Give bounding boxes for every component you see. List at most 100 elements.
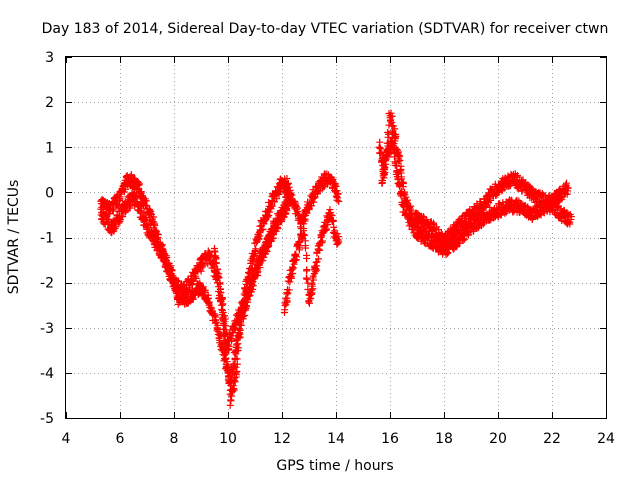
data-point — [321, 175, 329, 183]
data-point — [318, 237, 326, 245]
data-point — [434, 226, 442, 234]
x-axis-label: GPS time / hours — [276, 458, 393, 474]
x-tick-label: 16 — [381, 431, 399, 447]
data-point — [503, 208, 511, 216]
data-point — [395, 157, 403, 165]
data-point — [305, 297, 313, 305]
data-point — [564, 184, 572, 192]
series-3 — [210, 199, 291, 354]
data-point — [228, 370, 236, 378]
data-point — [285, 286, 293, 294]
y-tick-label: -1 — [40, 231, 54, 247]
data-point — [215, 273, 223, 281]
x-tick-label: 8 — [170, 431, 179, 447]
data-point — [225, 343, 233, 351]
data-point — [233, 318, 241, 326]
data-point — [197, 267, 205, 275]
x-tick-label: 12 — [273, 431, 291, 447]
data-point — [567, 215, 575, 223]
data-point — [167, 270, 175, 278]
data-point — [396, 156, 404, 164]
data-point — [265, 238, 272, 246]
data-point — [175, 277, 183, 285]
data-point — [201, 289, 209, 297]
data-point — [313, 184, 321, 192]
series-4 — [281, 170, 343, 233]
data-point — [435, 238, 443, 246]
data-point — [394, 175, 402, 183]
data-points — [97, 109, 575, 409]
data-point — [456, 220, 464, 228]
data-point — [145, 222, 153, 230]
data-point — [234, 340, 242, 348]
data-point — [283, 297, 291, 305]
data-point — [505, 202, 513, 210]
data-point — [221, 355, 229, 363]
data-point — [406, 203, 414, 211]
data-point — [494, 206, 502, 214]
x-tick-label: 14 — [327, 431, 345, 447]
data-point — [302, 244, 310, 252]
data-point — [217, 332, 225, 339]
data-point — [224, 342, 232, 350]
data-point — [479, 220, 487, 228]
data-point — [313, 258, 321, 266]
y-tick-labels: -5 -4 -3 -2 -1 0 1 2 3 — [40, 50, 54, 427]
x-tick-label: 20 — [489, 431, 507, 447]
data-point — [105, 206, 113, 214]
data-point — [421, 227, 429, 235]
data-point — [429, 224, 437, 232]
chart-title: Day 183 of 2014, Sidereal Day-to-day VTE… — [42, 21, 609, 37]
x-tick-labels: 4 6 8 10 12 14 16 18 20 22 24 — [62, 431, 615, 447]
data-point — [332, 234, 340, 241]
data-point — [148, 234, 156, 241]
data-point — [108, 224, 116, 232]
data-point — [213, 324, 221, 332]
data-point — [329, 179, 337, 187]
data-point — [526, 211, 534, 219]
data-point — [378, 179, 386, 187]
data-point — [289, 264, 297, 272]
data-point — [289, 263, 297, 271]
data-point — [293, 253, 301, 261]
data-point — [310, 270, 318, 278]
data-point — [383, 148, 391, 156]
data-point — [262, 211, 270, 219]
data-point — [303, 254, 311, 262]
data-point — [172, 288, 180, 296]
data-point — [429, 238, 437, 246]
data-point — [230, 386, 238, 394]
data-point — [391, 149, 399, 157]
data-point — [217, 289, 225, 297]
data-point — [400, 202, 407, 210]
data-point — [141, 195, 149, 203]
series-5 — [280, 206, 343, 317]
data-point — [375, 143, 383, 151]
data-point — [245, 289, 253, 297]
data-point — [205, 301, 213, 309]
data-point — [451, 238, 459, 246]
data-point — [100, 220, 108, 228]
data-point — [148, 228, 156, 236]
data-point — [532, 193, 540, 201]
data-point — [333, 196, 341, 204]
data-point — [238, 306, 245, 314]
data-point — [286, 274, 294, 282]
data-point — [310, 194, 318, 202]
data-point — [246, 283, 254, 291]
data-point — [186, 292, 194, 300]
data-point — [489, 188, 497, 196]
data-point — [319, 229, 326, 237]
series-7 — [378, 134, 575, 259]
data-point — [461, 235, 469, 243]
data-point — [268, 202, 276, 210]
y-axis-label: SDTVAR / TECUs — [6, 180, 22, 295]
data-point — [205, 252, 213, 260]
data-point — [334, 190, 342, 198]
data-point — [109, 207, 117, 215]
data-point — [127, 201, 135, 209]
y-tick-label: -2 — [40, 276, 54, 292]
data-point — [266, 208, 274, 216]
data-point — [397, 192, 405, 200]
data-point — [300, 224, 308, 232]
